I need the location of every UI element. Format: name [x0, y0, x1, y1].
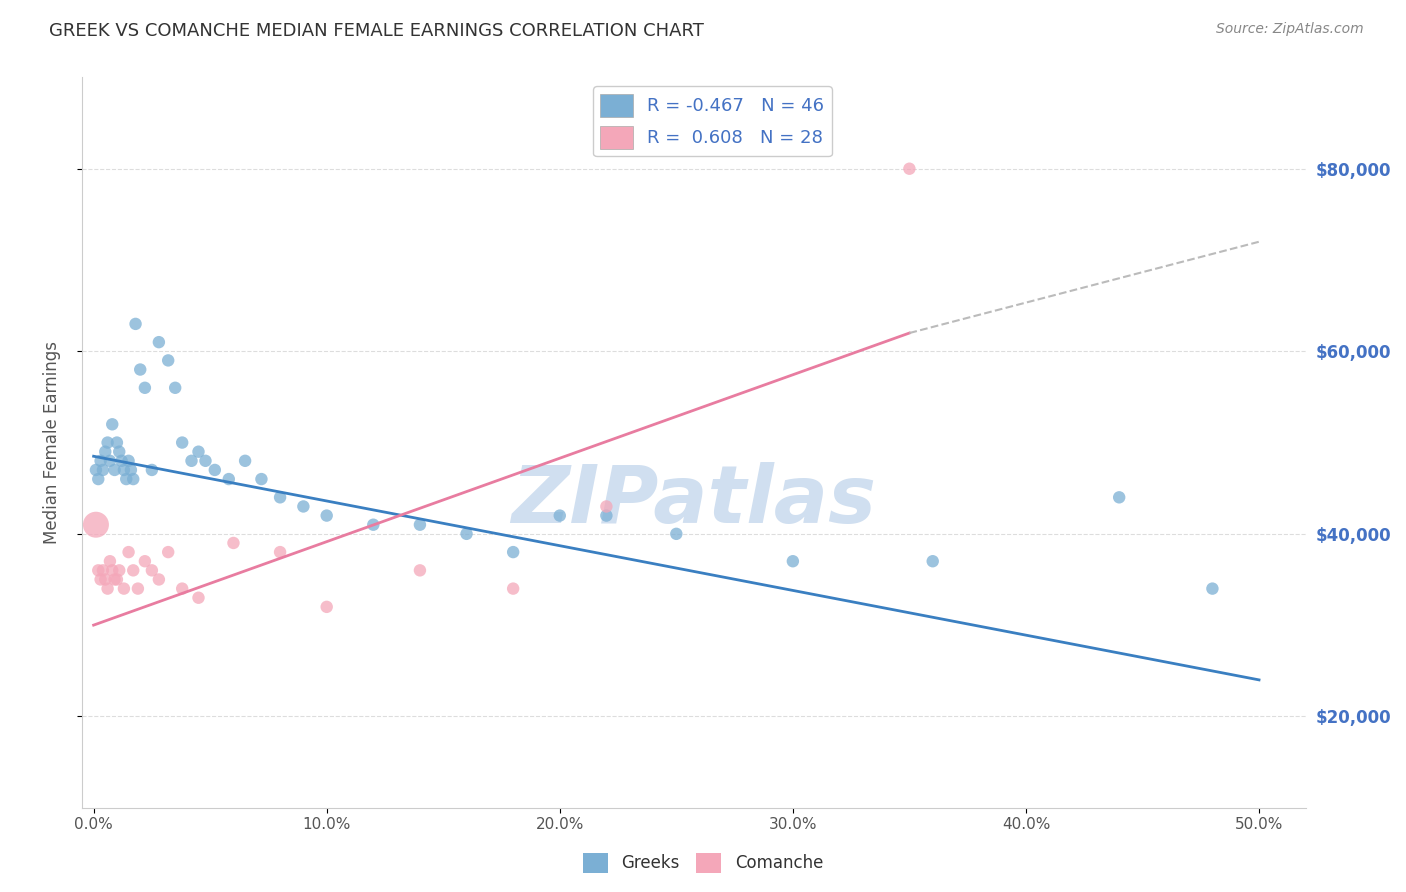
Point: [363, 517, 385, 532]
Point: [165, 381, 187, 395]
Legend: Greeks, Comanche: Greeks, Comanche: [576, 847, 830, 880]
Point: [269, 491, 291, 505]
Point: [157, 545, 180, 559]
Point: [315, 599, 337, 614]
Point: [103, 463, 125, 477]
Point: [115, 472, 138, 486]
Point: [782, 554, 804, 568]
Point: [122, 563, 145, 577]
Point: [117, 454, 139, 468]
Point: [502, 545, 524, 559]
Point: [87, 563, 110, 577]
Point: [502, 582, 524, 596]
Point: [90, 573, 112, 587]
Point: [105, 573, 128, 587]
Point: [409, 563, 432, 577]
Point: [204, 463, 226, 477]
Point: [105, 435, 128, 450]
Point: [120, 463, 142, 477]
Point: [250, 472, 273, 486]
Point: [194, 454, 217, 468]
Point: [269, 545, 291, 559]
Point: [315, 508, 337, 523]
Point: [110, 454, 132, 468]
Point: [157, 353, 180, 368]
Point: [187, 444, 209, 458]
Point: [84, 463, 107, 477]
Point: [921, 554, 943, 568]
Point: [117, 545, 139, 559]
Point: [129, 362, 152, 376]
Point: [180, 454, 202, 468]
Point: [124, 317, 146, 331]
Point: [148, 573, 170, 587]
Point: [84, 517, 107, 532]
Point: [97, 582, 120, 596]
Point: [548, 508, 571, 523]
Point: [595, 508, 617, 523]
Point: [94, 444, 117, 458]
Point: [172, 435, 194, 450]
Point: [112, 463, 135, 477]
Text: GREEK VS COMANCHE MEDIAN FEMALE EARNINGS CORRELATION CHART: GREEK VS COMANCHE MEDIAN FEMALE EARNINGS…: [49, 22, 704, 40]
Legend: R = -0.467   N = 46, R =  0.608   N = 28: R = -0.467 N = 46, R = 0.608 N = 28: [593, 87, 831, 156]
Point: [134, 554, 156, 568]
Point: [233, 454, 256, 468]
Point: [409, 517, 432, 532]
Point: [91, 463, 114, 477]
Point: [1201, 582, 1223, 596]
Point: [127, 582, 149, 596]
Point: [292, 500, 315, 514]
Point: [108, 444, 131, 458]
Point: [172, 582, 194, 596]
Point: [90, 454, 112, 468]
Point: [112, 582, 135, 596]
Point: [97, 435, 120, 450]
Point: [148, 335, 170, 350]
Point: [1108, 491, 1130, 505]
Point: [87, 472, 110, 486]
Point: [187, 591, 209, 605]
Point: [222, 536, 245, 550]
Point: [141, 563, 163, 577]
Point: [94, 573, 117, 587]
Point: [101, 417, 124, 432]
Point: [141, 463, 163, 477]
Point: [898, 161, 921, 176]
Point: [122, 472, 145, 486]
Point: [91, 563, 114, 577]
Point: [665, 526, 688, 541]
Text: ZIPatlas: ZIPatlas: [512, 462, 876, 540]
Y-axis label: Median Female Earnings: Median Female Earnings: [44, 341, 60, 544]
Point: [103, 573, 125, 587]
Point: [101, 563, 124, 577]
Point: [98, 454, 121, 468]
Point: [595, 500, 617, 514]
Point: [134, 381, 156, 395]
Text: Source: ZipAtlas.com: Source: ZipAtlas.com: [1216, 22, 1364, 37]
Point: [98, 554, 121, 568]
Point: [108, 563, 131, 577]
Point: [218, 472, 240, 486]
Point: [456, 526, 478, 541]
